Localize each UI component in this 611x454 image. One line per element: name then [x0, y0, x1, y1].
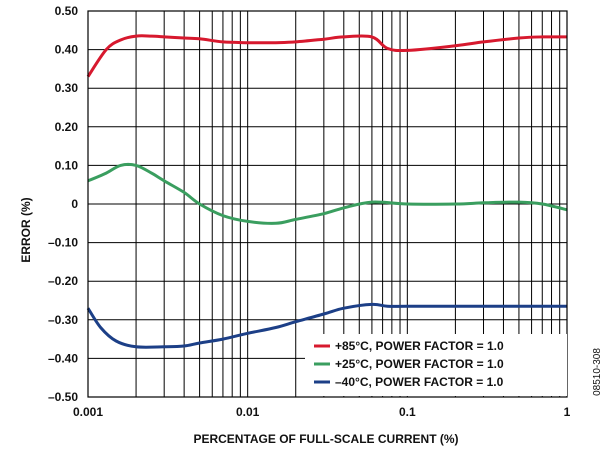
y-tick-label: 0.50: [55, 4, 79, 18]
curves: [88, 36, 567, 348]
legend: +85°C, POWER FACTOR = 1.0 +25°C, POWER FA…: [305, 334, 567, 396]
legend-label: –40°C, POWER FACTOR = 1.0: [335, 375, 504, 389]
y-axis-label: ERROR (%): [19, 197, 33, 262]
x-tick-label: 1: [564, 405, 571, 419]
x-tick-label: 0.001: [73, 405, 103, 419]
y-tick-label: 0.30: [55, 81, 79, 95]
y-tick-label: –0.40: [48, 351, 78, 365]
y-tick-label: 0.10: [55, 158, 79, 172]
legend-label: +25°C, POWER FACTOR = 1.0: [335, 357, 504, 371]
y-tick-label: 0.20: [55, 120, 79, 134]
y-tick-label: –0.30: [48, 313, 78, 327]
series-line: [88, 164, 567, 223]
x-axis-ticks: 0.001 0.01 0.1 1: [73, 405, 571, 419]
series-line: [88, 36, 567, 77]
x-tick-label: 0.1: [399, 405, 416, 419]
y-tick-label: –0.20: [48, 274, 78, 288]
y-tick-label: –0.10: [48, 236, 78, 250]
x-axis-label: PERCENTAGE OF FULL-SCALE CURRENT (%): [193, 432, 458, 446]
y-tick-label: –0.50: [48, 390, 78, 404]
y-axis-ticks: 0.50 0.40 0.30 0.20 0.10 0 –0.10 –0.20 –0.30 –0.4…: [48, 4, 78, 404]
figure-id: 08510-308: [592, 348, 603, 396]
legend-label: +85°C, POWER FACTOR = 1.0: [335, 339, 504, 353]
y-tick-label: 0.40: [55, 43, 79, 57]
x-tick-label: 0.01: [236, 405, 260, 419]
y-tick-label: 0: [71, 197, 78, 211]
